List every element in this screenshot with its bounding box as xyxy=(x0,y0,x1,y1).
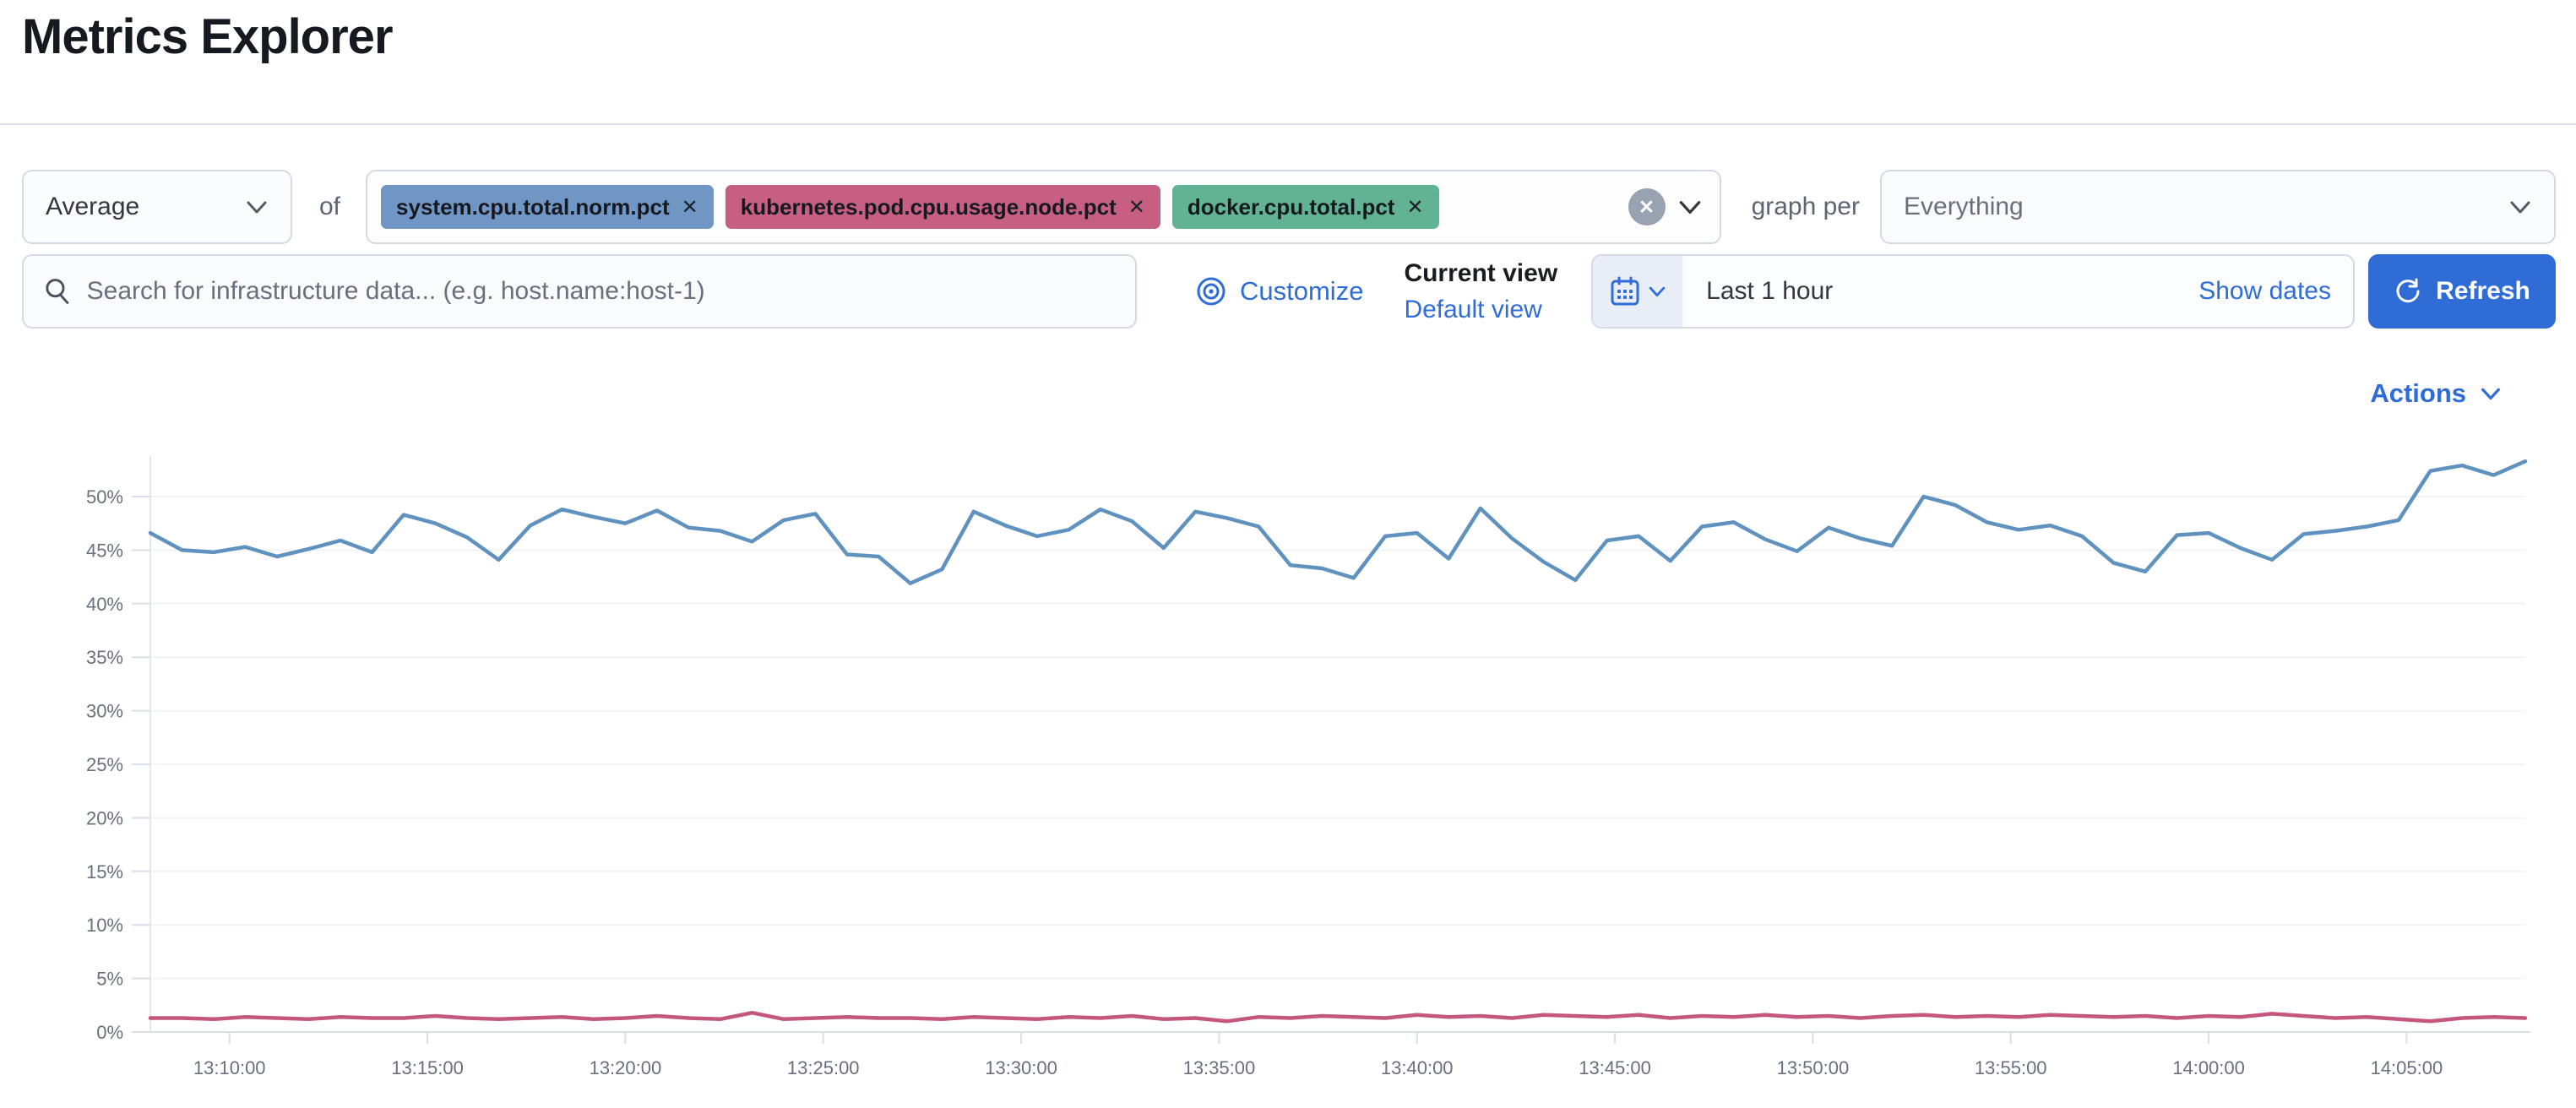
metrics-line-chart[interactable]: 0% 5% 10% 15% 20% 25% 30% 35% 40% 45% 50% 13:10:00 1… xyxy=(0,449,2576,1108)
svg-text:30%: 30% xyxy=(86,701,123,722)
metric-tag-kubernetes-pod-cpu[interactable]: kubernetes.pod.cpu.usage.node.pct ✕ xyxy=(725,185,1160,229)
gridlines xyxy=(150,496,2525,980)
svg-text:13:35:00: 13:35:00 xyxy=(1183,1057,1256,1078)
view-selector: Current view Default view xyxy=(1404,255,1557,328)
svg-text:13:45:00: 13:45:00 xyxy=(1579,1057,1651,1078)
svg-text:15%: 15% xyxy=(86,861,123,883)
default-view-link[interactable]: Default view xyxy=(1404,296,1542,323)
current-view-label: Current view xyxy=(1404,259,1558,287)
refresh-label: Refresh xyxy=(2436,277,2530,305)
series-line-1 xyxy=(148,1010,2528,1024)
clear-icon: ✕ xyxy=(1638,195,1655,218)
chevron-down-icon[interactable] xyxy=(1677,194,1703,220)
aggregation-value: Average xyxy=(46,193,140,220)
page-title: Metrics Explorer xyxy=(22,9,394,64)
metric-tag-docker-cpu[interactable]: docker.cpu.total.pct ✕ xyxy=(1171,185,1439,229)
search-field[interactable] xyxy=(22,254,1137,329)
remove-metric-icon[interactable]: ✕ xyxy=(1406,195,1424,219)
graph-per-label: graph per xyxy=(1751,193,1860,220)
chevron-down-icon xyxy=(1649,286,1666,297)
svg-text:25%: 25% xyxy=(86,754,123,775)
svg-text:50%: 50% xyxy=(86,486,123,508)
chevron-down-icon xyxy=(2510,201,2530,214)
metric-tag-label: docker.cpu.total.pct xyxy=(1187,193,1395,220)
customize-label: Customize xyxy=(1240,276,1364,306)
y-axis: 0% 5% 10% 15% 20% 25% 30% 35% 40% 45% 50% xyxy=(86,455,151,1043)
metric-tag-label: kubernetes.pod.cpu.usage.node.pct xyxy=(740,193,1117,220)
svg-text:13:55:00: 13:55:00 xyxy=(1975,1057,2047,1078)
actions-menu-button[interactable]: Actions xyxy=(2370,378,2502,409)
svg-text:14:00:00: 14:00:00 xyxy=(2172,1057,2245,1078)
refresh-icon xyxy=(2396,278,2420,303)
svg-text:20%: 20% xyxy=(86,807,123,828)
refresh-button[interactable]: Refresh xyxy=(2368,254,2556,329)
svg-text:35%: 35% xyxy=(86,647,123,668)
svg-text:13:15:00: 13:15:00 xyxy=(391,1057,464,1078)
metrics-combobox[interactable]: system.cpu.total.norm.pct ✕ kubernetes.p… xyxy=(366,170,1721,244)
svg-text:13:10:00: 13:10:00 xyxy=(193,1057,266,1078)
clear-metrics-button[interactable]: ✕ xyxy=(1628,188,1666,225)
svg-text:13:40:00: 13:40:00 xyxy=(1381,1057,1454,1078)
svg-text:14:05:00: 14:05:00 xyxy=(2371,1057,2443,1078)
svg-text:10%: 10% xyxy=(86,915,123,936)
metric-tag-system-cpu[interactable]: system.cpu.total.norm.pct ✕ xyxy=(381,185,714,229)
svg-text:5%: 5% xyxy=(96,969,123,990)
group-by-select[interactable]: Everything xyxy=(1880,170,2556,244)
metric-controls-row: Average of system.cpu.total.norm.pct ✕ k… xyxy=(22,169,2556,245)
actions-label: Actions xyxy=(2370,378,2466,408)
chevron-down-icon xyxy=(247,201,267,214)
of-label: of xyxy=(319,193,341,220)
eye-icon xyxy=(1197,277,1226,306)
group-by-value: Everything xyxy=(1904,193,2024,220)
chevron-down-icon xyxy=(2481,388,2500,400)
customize-button[interactable]: Customize xyxy=(1196,276,1363,307)
remove-metric-icon[interactable]: ✕ xyxy=(1128,195,1145,219)
remove-metric-icon[interactable]: ✕ xyxy=(681,195,698,219)
aggregation-select[interactable]: Average xyxy=(22,170,292,244)
search-icon xyxy=(46,279,69,304)
svg-text:45%: 45% xyxy=(86,540,123,561)
svg-text:13:30:00: 13:30:00 xyxy=(985,1057,1057,1078)
search-input[interactable] xyxy=(86,277,1115,306)
svg-text:13:20:00: 13:20:00 xyxy=(590,1057,662,1078)
svg-text:13:25:00: 13:25:00 xyxy=(787,1057,860,1078)
svg-text:13:50:00: 13:50:00 xyxy=(1777,1057,1850,1078)
date-picker-quick-menu[interactable] xyxy=(1593,256,1683,327)
date-picker[interactable]: Last 1 hour Show dates xyxy=(1591,254,2355,329)
query-controls-row: Customize Current view Default view Last… xyxy=(22,253,2556,329)
calendar-icon xyxy=(1611,276,1639,306)
series-line-0 xyxy=(148,459,2528,585)
time-range-value[interactable]: Last 1 hour xyxy=(1706,277,1834,305)
header-divider xyxy=(0,123,2576,125)
x-axis: 13:10:00 13:15:00 13:20:00 13:25:00 13:30:00… xyxy=(132,1031,2530,1078)
svg-text:0%: 0% xyxy=(96,1022,123,1043)
svg-text:40%: 40% xyxy=(86,594,123,615)
metric-tag-label: system.cpu.total.norm.pct xyxy=(396,193,670,220)
show-dates-link[interactable]: Show dates xyxy=(2198,277,2331,305)
